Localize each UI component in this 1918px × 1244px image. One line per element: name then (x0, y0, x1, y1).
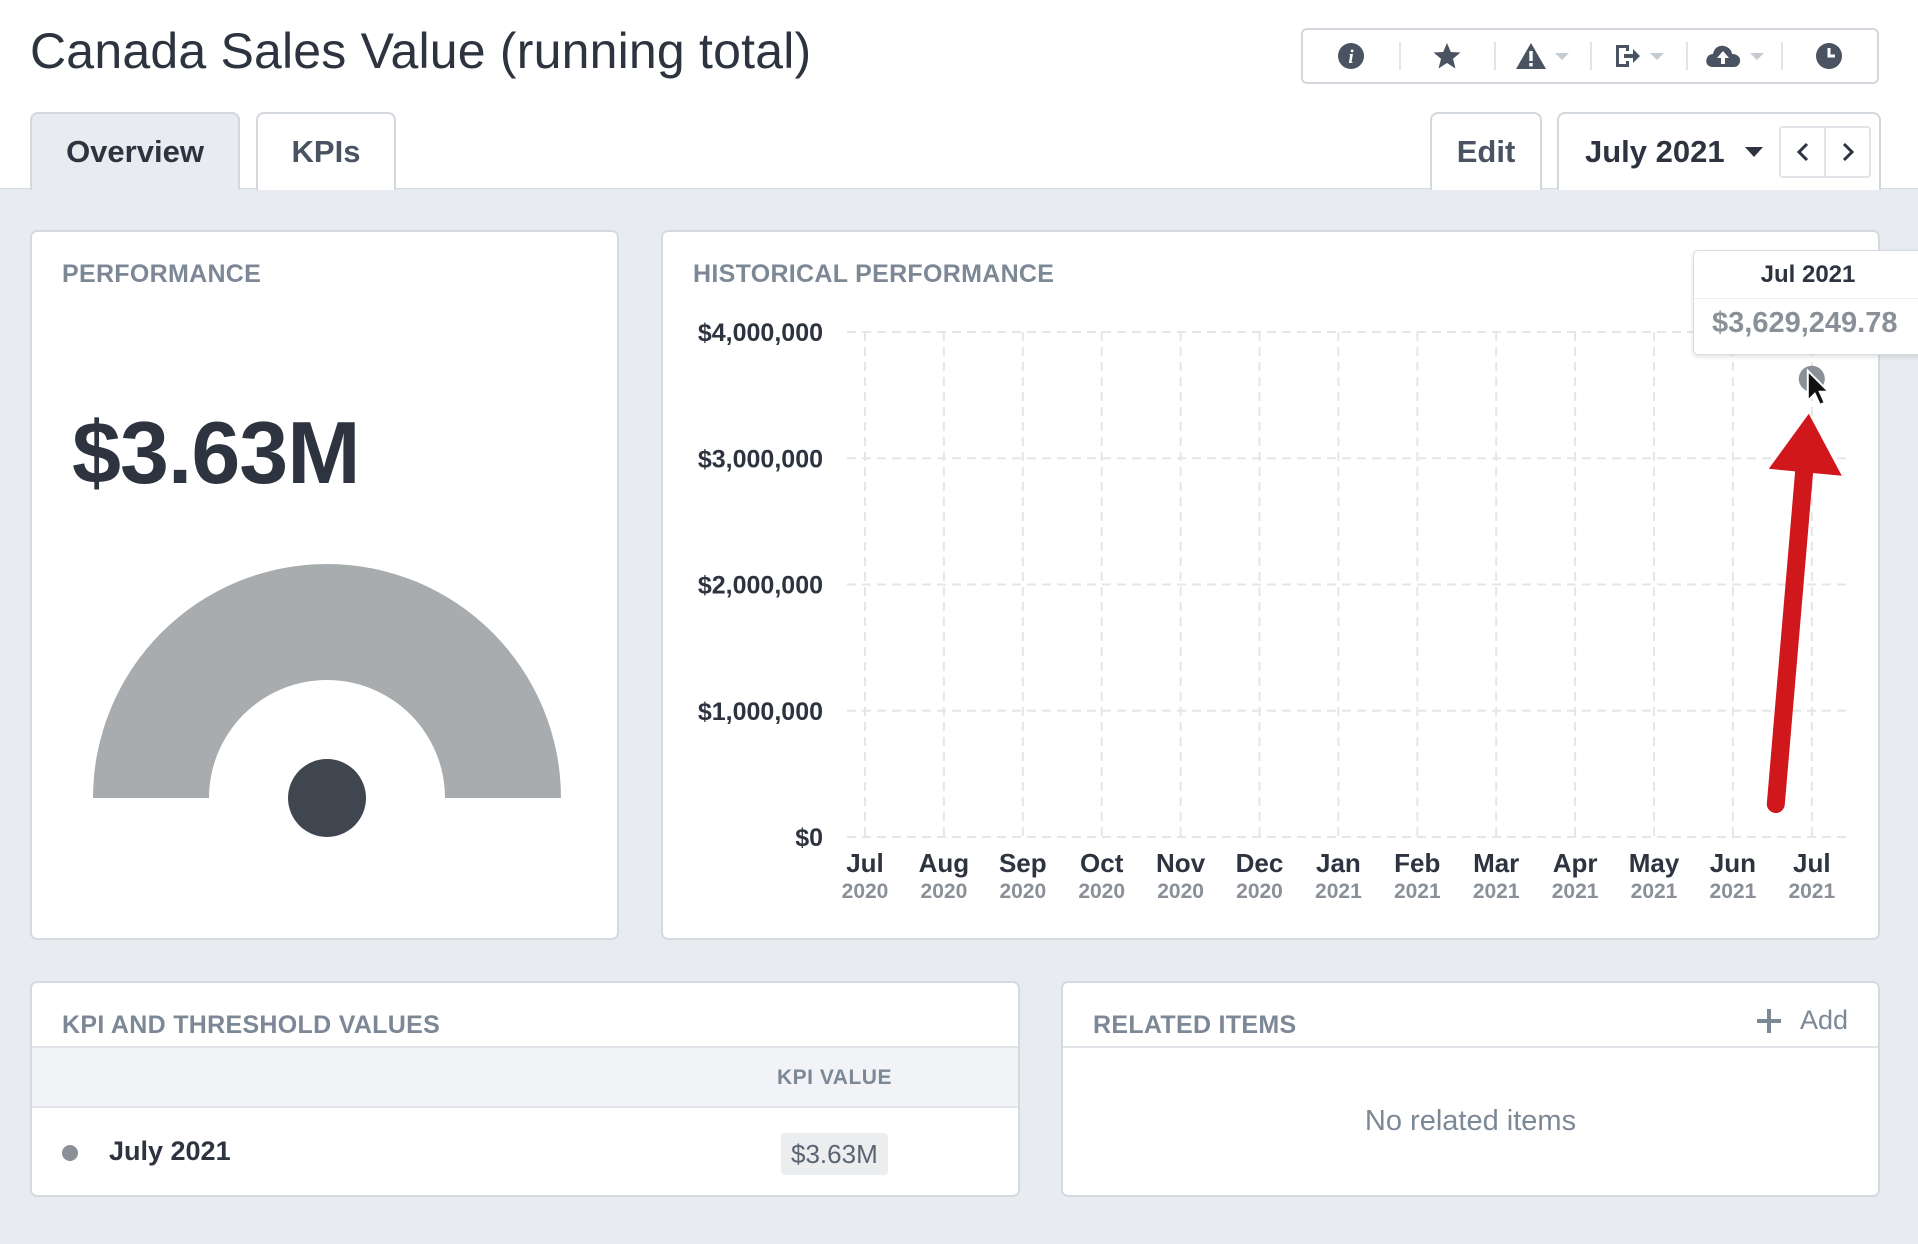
kpi-table-header: KPI VALUE (32, 1046, 1018, 1108)
x-tick-year: 2021 (1631, 880, 1678, 903)
cloud-upload-icon (1705, 45, 1740, 67)
x-tick-year: 2021 (1552, 880, 1599, 903)
previous-period-button[interactable] (1781, 128, 1824, 176)
x-tick-label: Feb (1394, 848, 1440, 878)
performance-title: PERFORMANCE (62, 260, 262, 288)
info-button[interactable]: i (1303, 30, 1399, 82)
period-label: July 2021 (1585, 134, 1725, 169)
x-tick-label: Dec (1236, 848, 1284, 878)
performance-card: PERFORMANCE $3.63M (30, 230, 619, 940)
add-label: Add (1799, 1005, 1848, 1035)
x-tick-year: 2021 (1394, 880, 1441, 903)
x-tick-year: 2020 (921, 880, 968, 903)
x-tick-label: Apr (1553, 848, 1598, 878)
table-row[interactable]: July 2021 $3.63M (32, 1108, 1018, 1196)
clock-icon (1816, 43, 1843, 69)
x-tick-label: Sep (999, 848, 1047, 878)
annotation-arrow-shaft (1766, 454, 1814, 813)
empty-message: No related items (1364, 1105, 1577, 1137)
chevron-down-icon (1649, 52, 1664, 60)
x-tick-year: 2021 (1315, 880, 1362, 903)
gauge-needle (288, 759, 366, 837)
y-tick-label: $4,000,000 (698, 319, 823, 347)
chart-tooltip: Jul 2021 $3,629,249.78 (1693, 250, 1918, 355)
x-tick-year: 2021 (1788, 880, 1835, 903)
kpi-row-label: July 2021 (109, 1136, 231, 1166)
divider (1063, 1046, 1878, 1048)
period-nav (1779, 126, 1871, 178)
chevron-down-icon (1749, 52, 1764, 60)
gauge (93, 564, 561, 837)
x-tick-label: Jul (1793, 848, 1831, 878)
related-items-card: RELATED ITEMS Add No related items (1061, 981, 1880, 1197)
plus-icon (1756, 1008, 1781, 1033)
kpi-row-value: $3.63M (781, 1133, 888, 1175)
x-tick-label: Nov (1156, 848, 1206, 878)
next-period-button[interactable] (1824, 128, 1869, 176)
export-button[interactable] (1590, 30, 1686, 82)
export-icon (1615, 45, 1640, 67)
x-tick-year: 2020 (1078, 880, 1125, 903)
chevron-left-icon (1796, 142, 1808, 162)
performance-value: $3.63M (72, 403, 361, 502)
tooltip-value: $3,629,249.78 (1712, 307, 1898, 339)
edit-button[interactable]: Edit (1430, 112, 1542, 190)
chevron-down-icon (1555, 52, 1570, 60)
x-tick-label: Oct (1080, 848, 1124, 878)
x-tick-label: Aug (919, 848, 970, 878)
svg-text:i: i (1348, 47, 1354, 68)
warning-icon (1516, 43, 1547, 69)
info-icon: i (1337, 43, 1364, 69)
gauge-arc (93, 564, 561, 798)
historical-title: HISTORICAL PERFORMANCE (693, 260, 1055, 288)
tab-overview[interactable]: Overview (30, 112, 240, 190)
x-tick-year: 2021 (1473, 880, 1520, 903)
x-tick-label: Jun (1710, 848, 1756, 878)
alerts-button[interactable] (1494, 30, 1590, 82)
header-bar: Canada Sales Value (running total) i (0, 0, 1918, 190)
x-tick-label: May (1629, 848, 1680, 878)
historical-card: HISTORICAL PERFORMANCE $4,000,000 $3,000,… (661, 230, 1880, 940)
x-tick-year: 2020 (999, 880, 1046, 903)
y-tick-label: $3,000,000 (698, 445, 823, 473)
page-title: Canada Sales Value (running total) (30, 23, 812, 79)
x-tick-year: 2020 (1236, 880, 1283, 903)
x-tick-year: 2021 (1710, 880, 1757, 903)
x-tick-year: 2020 (1157, 880, 1204, 903)
favorite-button[interactable] (1398, 30, 1495, 82)
status-dot (62, 1145, 78, 1161)
y-tick-label: $2,000,000 (698, 572, 823, 600)
x-tick-year: 2020 (842, 880, 889, 903)
historical-chart: $4,000,000 $3,000,000 $2,000,000 $1,000,000… (698, 319, 1847, 903)
chevron-right-icon (1842, 142, 1854, 162)
x-tick-label: Jul (846, 848, 884, 878)
add-related-button[interactable]: Add (1756, 1005, 1848, 1036)
cloud-button[interactable] (1685, 30, 1782, 82)
kpi-value-column: KPI VALUE (777, 1066, 892, 1089)
chevron-down-icon (1744, 147, 1763, 157)
related-items-title: RELATED ITEMS (1093, 1011, 1297, 1039)
star-icon (1433, 43, 1460, 69)
tab-kpis[interactable]: KPIs (256, 112, 396, 190)
y-tick-label: $0 (795, 824, 823, 852)
kpi-table-title: KPI AND THRESHOLD VALUES (62, 1011, 441, 1039)
x-tick-label: Jan (1316, 848, 1361, 878)
period-selector[interactable]: July 2021 (1557, 112, 1881, 190)
annotation-arrow-head (1768, 413, 1842, 476)
y-tick-label: $1,000,000 (698, 698, 823, 726)
history-button[interactable] (1781, 30, 1877, 82)
mouse-cursor-icon (1806, 368, 1832, 407)
x-tick-label: Mar (1473, 848, 1519, 878)
kpi-table-card: KPI AND THRESHOLD VALUES KPI VALUE July … (30, 981, 1020, 1197)
tooltip-period: Jul 2021 (1694, 251, 1918, 299)
toolbar: i (1301, 28, 1879, 84)
